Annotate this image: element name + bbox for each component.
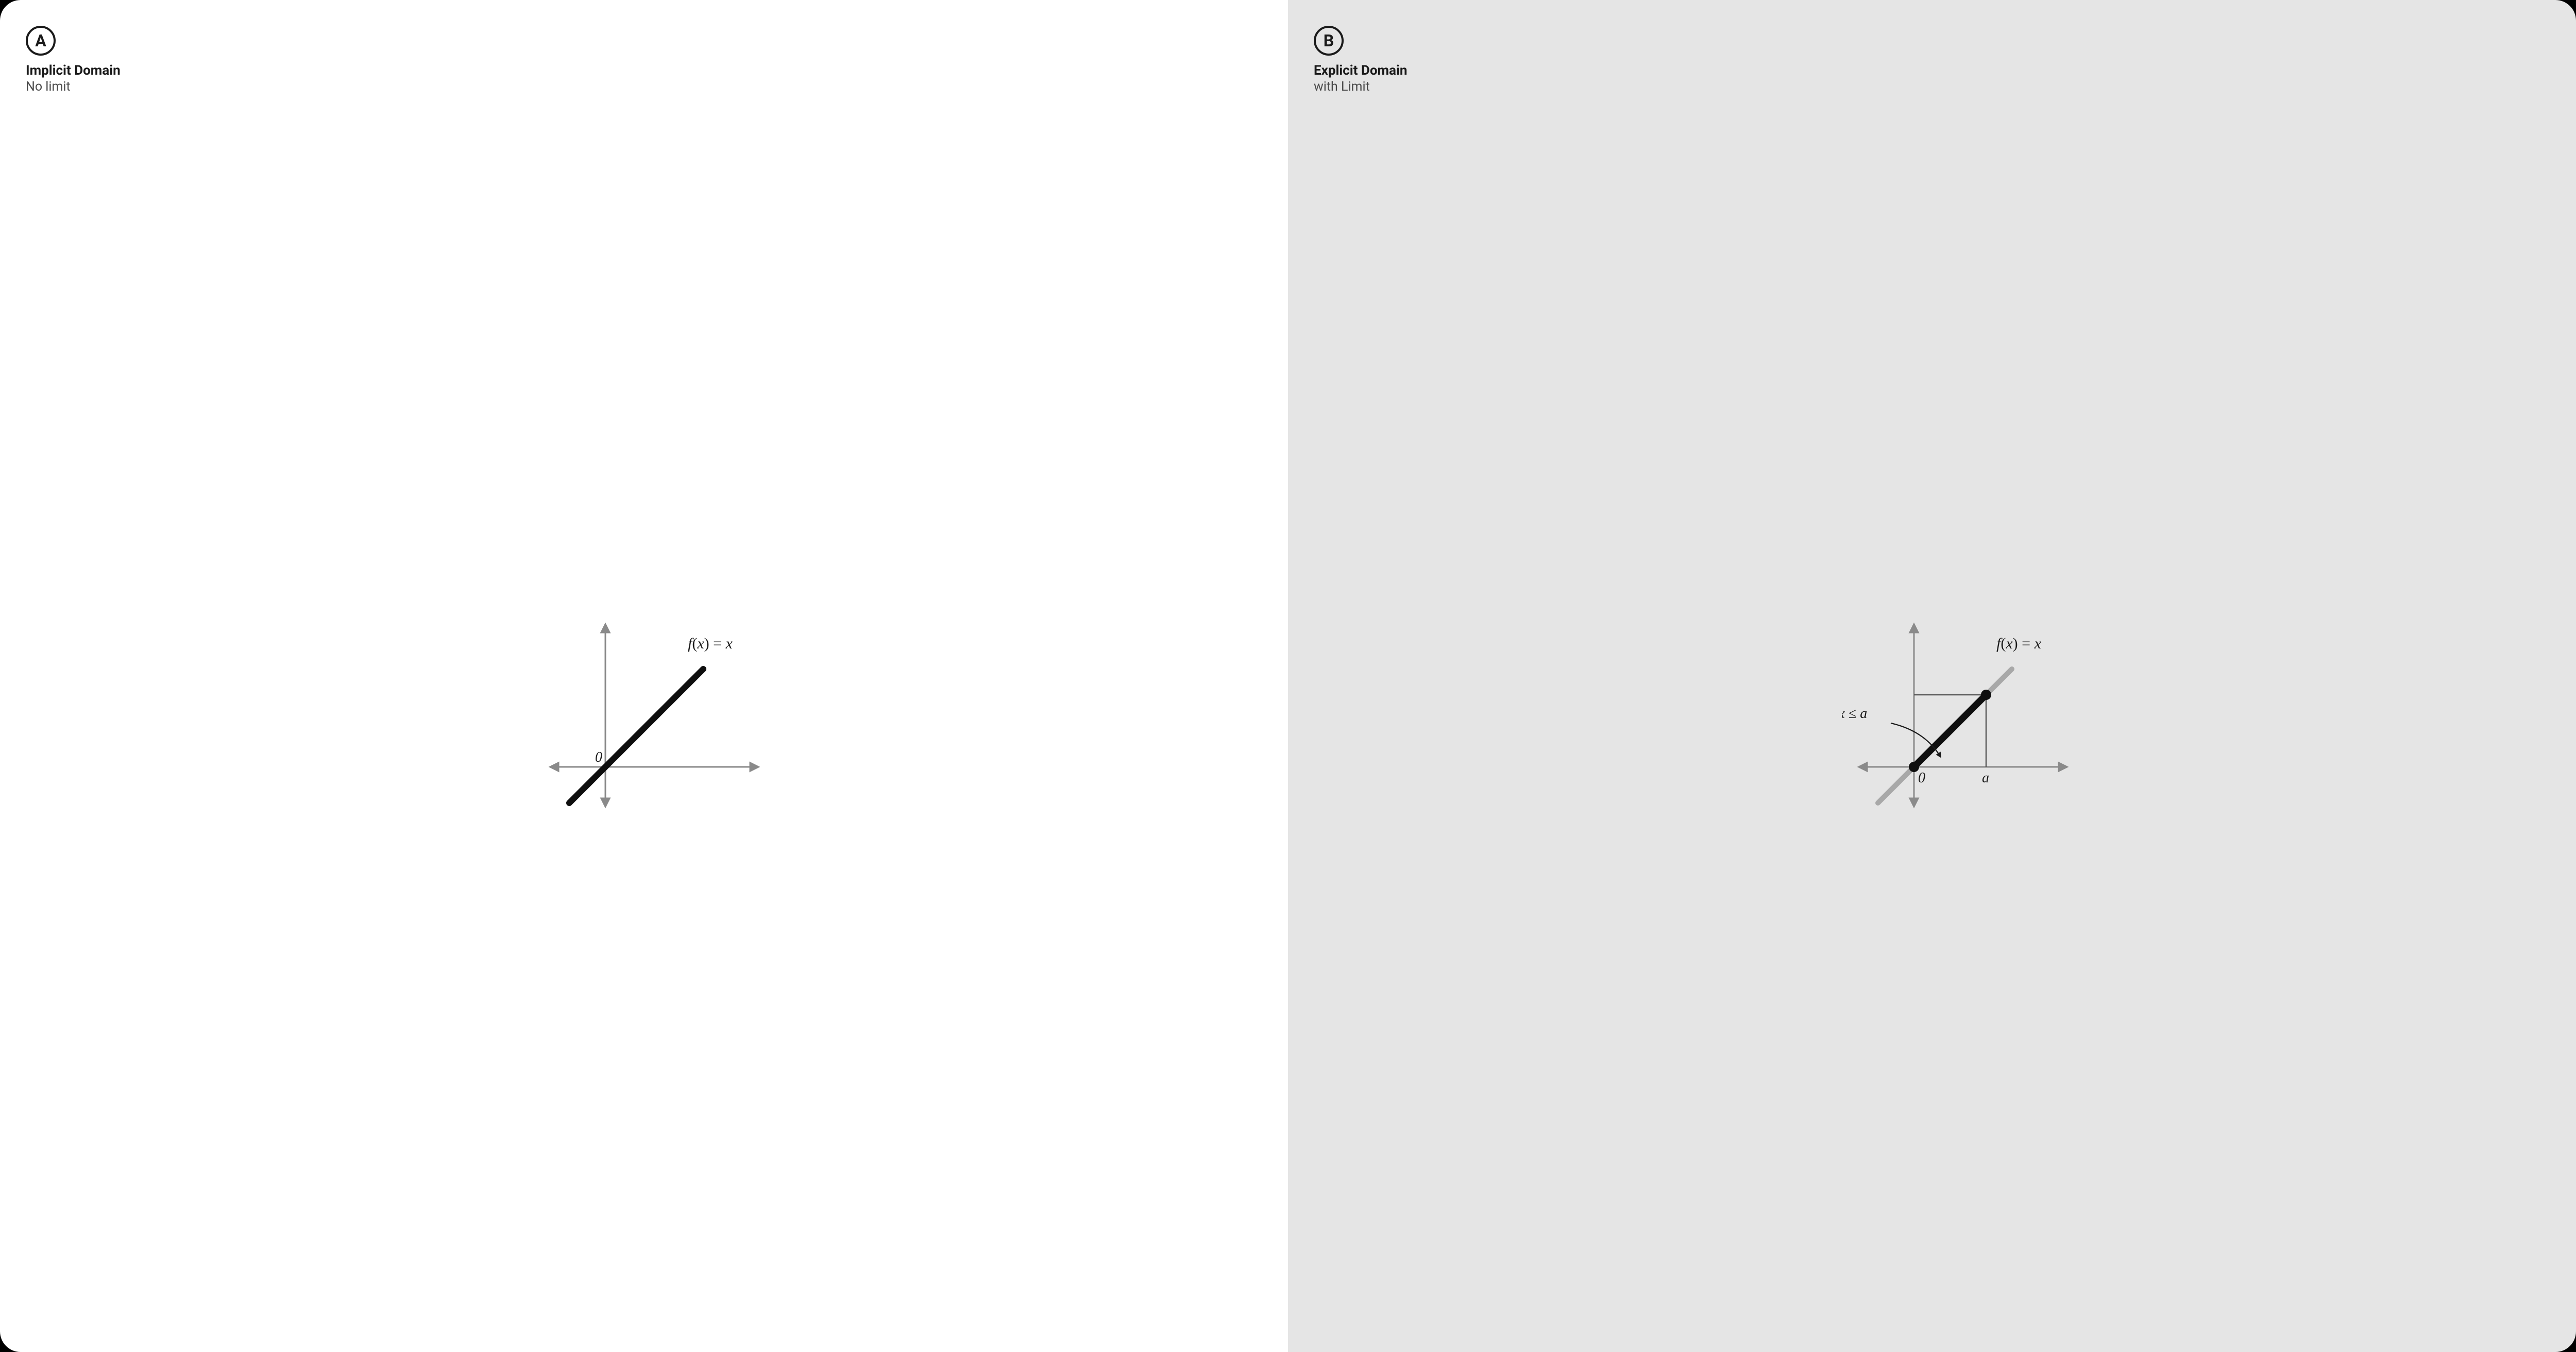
function-line-active bbox=[1914, 695, 1986, 767]
panel-title-a: Implicit Domain bbox=[26, 63, 1262, 78]
panel-badge-a: A bbox=[26, 26, 56, 56]
endpoint-origin bbox=[1909, 762, 1919, 772]
function-label-a: f(x) = x bbox=[688, 635, 733, 652]
panel-subtitle-a: No limit bbox=[26, 79, 1262, 94]
function-label-b: f(x) = x bbox=[1996, 635, 2042, 652]
panel-title-b: Explicit Domain bbox=[1314, 63, 2550, 78]
endpoint-a bbox=[1981, 690, 1991, 700]
panel-subtitle-b: with Limit bbox=[1314, 79, 2550, 94]
chart-a-wrap: 0 f(x) = x bbox=[46, 94, 1262, 1337]
panel-badge-b: B bbox=[1314, 26, 1344, 56]
constraint-label: 0 ≤ x ≤ a bbox=[1842, 706, 1867, 722]
chart-b-wrap: 0 a f(x) = x 0 ≤ x ≤ a bbox=[1376, 94, 2550, 1337]
origin-label-b: 0 bbox=[1918, 770, 1925, 786]
chart-a: 0 f(x) = x bbox=[533, 607, 775, 824]
a-label: a bbox=[1982, 770, 1989, 786]
panel-explicit-domain: B Explicit Domain with Limit bbox=[1288, 0, 2576, 1352]
comparison-card: A Implicit Domain No limit 0 bbox=[0, 0, 2576, 1352]
origin-label-a: 0 bbox=[595, 749, 602, 765]
panel-implicit-domain: A Implicit Domain No limit 0 bbox=[0, 0, 1288, 1352]
chart-b: 0 a f(x) = x 0 ≤ x ≤ a bbox=[1842, 607, 2084, 824]
function-line bbox=[569, 669, 703, 803]
